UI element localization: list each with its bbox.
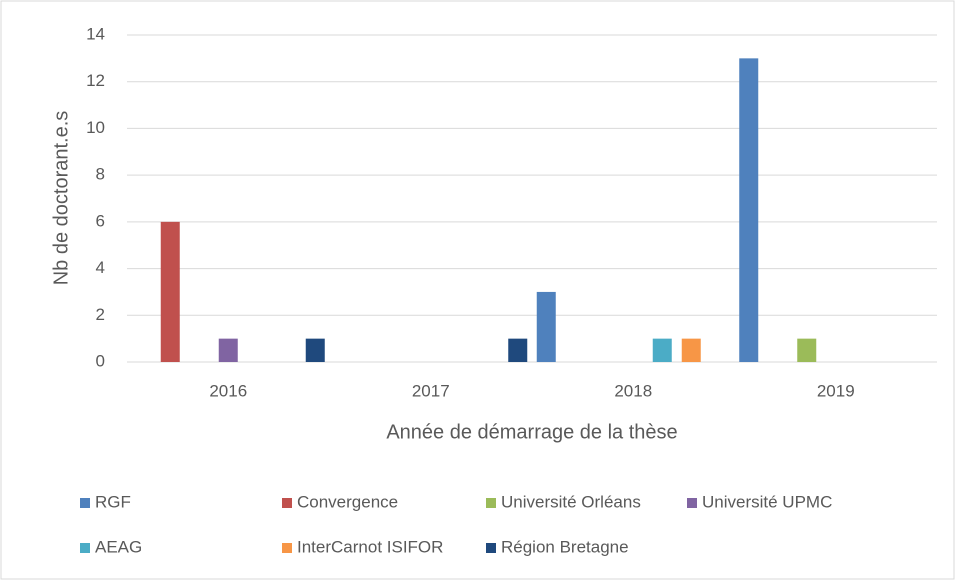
y-axis-title: Nb de doctorant.e.s bbox=[50, 111, 72, 286]
bar bbox=[652, 338, 672, 362]
legend-label: Université Orléans bbox=[501, 492, 641, 511]
y-tick-label: 10 bbox=[86, 118, 105, 137]
y-tick-label: 8 bbox=[96, 165, 105, 184]
y-tick-label: 0 bbox=[96, 351, 105, 370]
y-tick-label: 4 bbox=[96, 258, 105, 277]
bar bbox=[739, 58, 759, 362]
bar bbox=[508, 338, 528, 362]
legend-swatch bbox=[80, 498, 90, 508]
bar bbox=[305, 338, 325, 362]
x-tick-label: 2016 bbox=[209, 381, 247, 400]
legend-swatch bbox=[486, 498, 496, 508]
legend-swatch bbox=[282, 498, 292, 508]
legend-label: Convergence bbox=[297, 492, 398, 511]
x-tick-label: 2017 bbox=[412, 381, 450, 400]
legend-swatch bbox=[687, 498, 697, 508]
x-axis-title: Année de démarrage de la thèse bbox=[386, 421, 677, 443]
legend-label: InterCarnot ISIFOR bbox=[297, 537, 443, 556]
y-tick-label: 2 bbox=[96, 305, 105, 324]
legend-swatch bbox=[282, 543, 292, 553]
y-tick-label: 6 bbox=[96, 211, 105, 230]
bar bbox=[681, 338, 701, 362]
x-tick-label: 2018 bbox=[614, 381, 652, 400]
x-tick-label: 2019 bbox=[817, 381, 855, 400]
legend-label: AEAG bbox=[95, 537, 142, 556]
bar bbox=[218, 338, 238, 362]
legend-label: Région Bretagne bbox=[501, 537, 629, 556]
y-tick-label: 12 bbox=[86, 71, 105, 90]
bar bbox=[536, 291, 556, 362]
legend-swatch bbox=[486, 543, 496, 553]
y-tick-label: 14 bbox=[86, 24, 105, 43]
bar bbox=[797, 338, 817, 362]
bar bbox=[160, 221, 180, 362]
legend-label: Université UPMC bbox=[702, 492, 832, 511]
legend-label: RGF bbox=[95, 492, 131, 511]
legend-swatch bbox=[80, 543, 90, 553]
